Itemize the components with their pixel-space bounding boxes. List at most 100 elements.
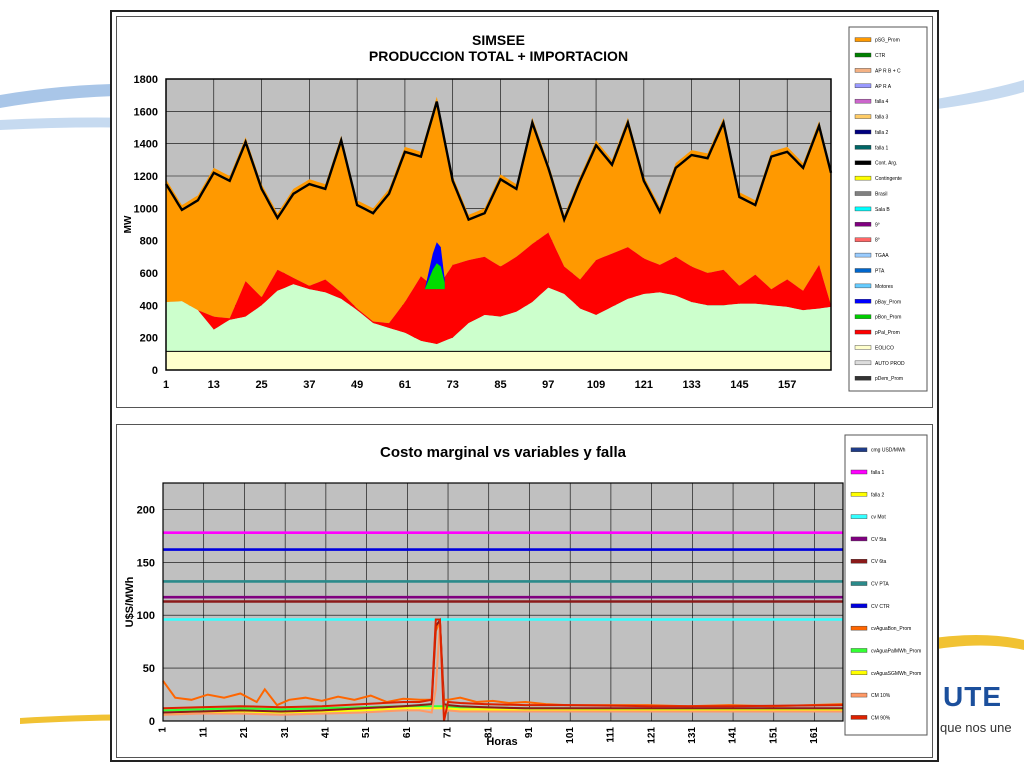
x-tick-label: 101 [565,727,576,744]
legend-swatch [854,237,872,242]
x-tick-label: 21 [239,727,250,739]
legend-swatch [850,603,868,609]
legend-label: pBay_Prom [875,299,901,305]
x-tick-label: 85 [494,379,506,391]
legend-swatch [854,283,872,289]
legend-label: CM 90% [871,715,891,721]
legend-swatch [850,692,868,698]
legend-label: 8° [875,238,880,244]
legend-label: Motores [875,284,894,290]
legend-label: cvAguaSGMWh_Prom [871,671,921,677]
y-tick-label: 1800 [134,74,158,86]
x-tick-label: 151 [768,727,779,744]
legend-swatch [854,222,872,227]
x-tick-label: 1 [163,379,169,391]
y-tick-label: 0 [152,365,158,377]
production-chart: 0 200 400 600 800 1000 1200 1400 1600 1800 1 13 25 37… [123,26,928,392]
legend-label: falla 1 [875,145,889,151]
y-tick-label: 400 [140,300,158,312]
legend-swatch [854,206,872,212]
legend-label: Brasil [875,192,888,198]
x-tick-label: 1 [158,727,169,733]
legend-swatch [850,469,868,475]
area-pSG_Prom [166,96,831,324]
x-tick-label: 121 [635,379,653,391]
y-tick-label: 600 [140,268,158,280]
y-tick-label: 150 [137,557,155,569]
x-tick-label: 133 [682,379,700,391]
legend-swatch [850,715,868,720]
x-tick-label: 81 [483,727,494,739]
legend-swatch [854,329,872,335]
y-axis-label: MW [123,215,134,233]
plot-border [165,78,832,371]
legend-swatch [850,514,868,519]
brand-tagline: que nos une [940,720,1012,735]
x-tick-label: 161 [809,727,820,744]
legend-swatch [854,52,872,58]
legend-swatch [850,492,868,497]
legend-label: cvAguaBon_Prom [871,626,911,632]
legend-label: Cont. Arg. [875,161,897,167]
plot-border [162,482,844,722]
legend-swatch [854,129,872,135]
legend-label: falla 2 [875,130,889,136]
slide-frame: 0 200 400 600 800 1000 1200 1400 1600 1800 1 13 25 37… [110,10,939,762]
y-tick-label: 100 [137,610,155,622]
area-EOLICO [166,351,831,370]
legend-label: EOLICO [875,345,894,351]
legend-label: CV CTR [871,604,890,610]
chart-subtitle: PRODUCCION TOTAL + IMPORTACION [369,48,628,64]
line-cmg USD/MWh [162,617,843,714]
x-tick-label: 25 [255,379,267,391]
line-pDem_Prom [164,101,833,224]
legend-swatch [854,376,872,381]
x-tick-label: 13 [208,379,220,391]
legend-swatch [854,175,872,181]
legend-swatch [854,68,872,73]
legend-label: falla 1 [871,470,885,476]
legend-swatch [850,536,868,542]
x-tick-label: 97 [542,379,554,391]
legend-label: cv Mot [871,515,886,521]
legend-swatch [854,299,872,304]
legend-label: Contingente [875,176,902,182]
x-tick-label: 11 [198,727,209,738]
x-tick-label: 61 [399,379,411,391]
legend-swatch [854,191,872,196]
legend-label: CTR [875,53,886,59]
x-tick-label: 141 [728,727,739,744]
x-tick-label: 157 [778,379,796,391]
chart-title: SIMSEE [472,32,525,48]
line-CM 10% [162,623,843,719]
legend-label: pSG_Prom [875,38,900,44]
legend-label: AP R A [875,84,892,90]
y-axis-label: U$S/MWh [124,576,136,627]
area-pBon_Prom [166,284,831,352]
area-tg [424,263,445,290]
legend-swatch [850,625,868,631]
x-tick-label: 145 [730,379,748,391]
legend-swatch [854,268,872,273]
x-tick-label: 51 [361,727,372,739]
legend-swatch [854,37,872,42]
y-tick-label: 0 [149,716,155,728]
x-tick-label: 31 [280,727,291,739]
legend-swatch [854,345,872,350]
x-tick-label: 121 [646,727,657,744]
production-panel: 0 200 400 600 800 1000 1200 1400 1600 1800 1 13 25 37… [116,16,933,408]
legend-label: cmg USD/MWh [871,448,906,454]
brand-logo: UTE [943,681,1002,712]
legend-swatch [854,314,872,319]
legend-swatch [854,114,872,119]
legend-label: pBon_Prom [875,315,901,321]
line-CM 90% [162,618,844,722]
legend-label: TGAA [875,253,889,259]
x-tick-label: 131 [687,727,698,744]
y-tick-label: 1200 [134,171,158,183]
line-cvAguaSGMWh_Prom [162,707,843,716]
x-tick-label: 37 [303,379,315,391]
legend-label: 9° [875,222,880,228]
x-tick-label: 73 [447,379,459,391]
